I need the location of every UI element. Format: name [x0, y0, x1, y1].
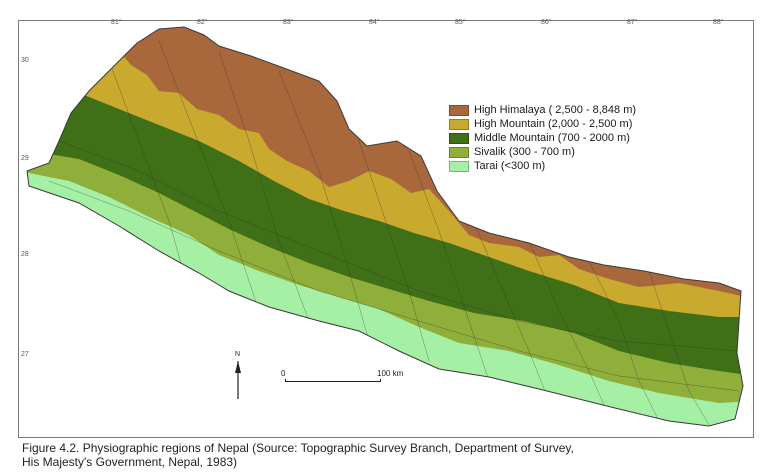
nepal-border: [26, 26, 744, 427]
lat-tick-28: 28: [21, 251, 29, 258]
legend-label: Tarai (<300 m): [474, 160, 546, 172]
lon-tick-87: 87°: [627, 19, 638, 26]
legend-label: Sivalik (300 - 700 m): [474, 146, 575, 158]
legend-swatch: [449, 146, 469, 158]
lat-tick-30: 30: [21, 57, 29, 64]
legend-item-tarai: Tarai (<300 m): [449, 159, 636, 173]
lon-tick-88: 88°: [713, 19, 724, 26]
north-label: N: [235, 351, 241, 358]
north-arrow: N: [233, 351, 245, 401]
district-boundaries: [48, 40, 740, 426]
scale-start-label: 0: [281, 369, 286, 378]
legend-swatch: [449, 118, 469, 130]
legend-label: High Himalaya ( 2,500 - 8,848 m): [474, 104, 637, 116]
lon-tick-83: 83°: [283, 19, 294, 26]
figure-caption: Figure 4.2. Physiographic regions of Nep…: [22, 441, 574, 469]
scale-end-label: 100 km: [377, 369, 404, 378]
lon-tick-82: 82°: [197, 19, 208, 26]
lon-tick-85: 85°: [455, 19, 466, 26]
lon-tick-86: 86°: [541, 19, 552, 26]
lat-tick-27: 27: [21, 351, 29, 358]
legend-swatch: [449, 160, 469, 172]
map-legend: High Himalaya ( 2,500 - 8,848 m) High Mo…: [449, 103, 636, 173]
scale-bar: 0 100 km: [281, 369, 403, 383]
lon-tick-81: 81°: [111, 19, 122, 26]
legend-swatch: [449, 104, 469, 116]
legend-item-middle-mountain: Middle Mountain (700 - 2000 m): [449, 131, 636, 145]
lon-tick-84: 84°: [369, 19, 380, 26]
legend-label: High Mountain (2,000 - 2,500 m): [474, 118, 633, 130]
legend-swatch: [449, 132, 469, 144]
north-arrow-icon: [235, 361, 241, 399]
caption-line-2: His Majesty's Government, Nepal, 1983): [22, 455, 238, 469]
nepal-physiographic-map: [26, 26, 744, 427]
scale-bar-line: [285, 379, 381, 382]
legend-label: Middle Mountain (700 - 2000 m): [474, 132, 630, 144]
legend-item-high-mountain: High Mountain (2,000 - 2,500 m): [449, 117, 636, 131]
lat-tick-29: 29: [21, 155, 29, 162]
legend-item-high-himalaya: High Himalaya ( 2,500 - 8,848 m): [449, 103, 636, 117]
legend-item-sivalik: Sivalik (300 - 700 m): [449, 145, 636, 159]
map-frame: 81° 82° 83° 84° 85° 86° 87° 88° 30 29 28…: [18, 19, 754, 438]
caption-line-1: Figure 4.2. Physiographic regions of Nep…: [22, 441, 574, 455]
